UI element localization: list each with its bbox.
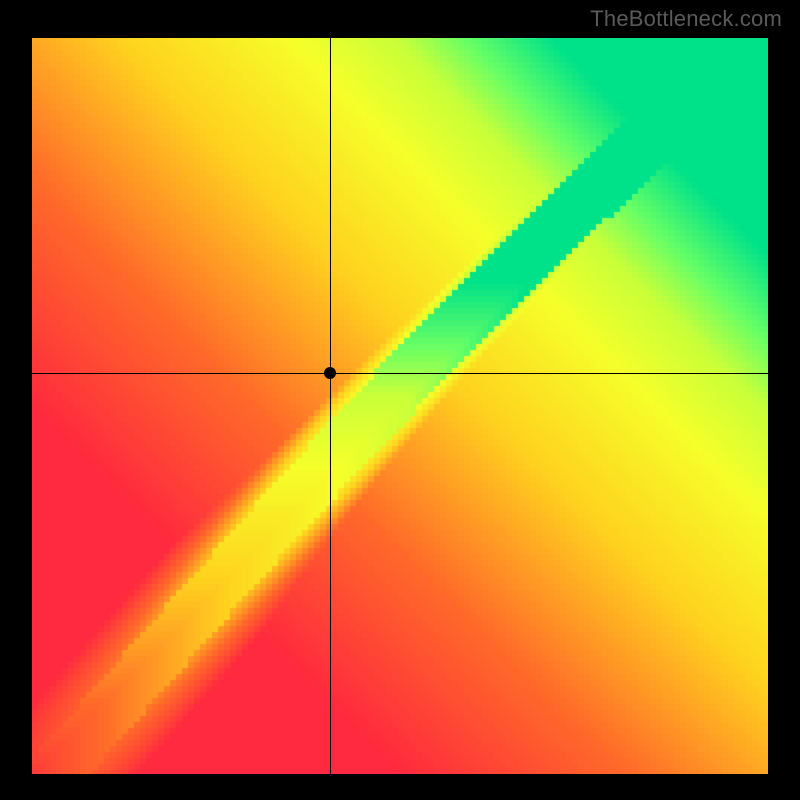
bottleneck-heatmap xyxy=(32,38,768,774)
crosshair-vertical xyxy=(330,38,331,774)
watermark-text: TheBottleneck.com xyxy=(590,6,782,32)
marker-dot xyxy=(324,367,336,379)
frame: TheBottleneck.com xyxy=(0,0,800,800)
crosshair-horizontal xyxy=(32,373,768,374)
